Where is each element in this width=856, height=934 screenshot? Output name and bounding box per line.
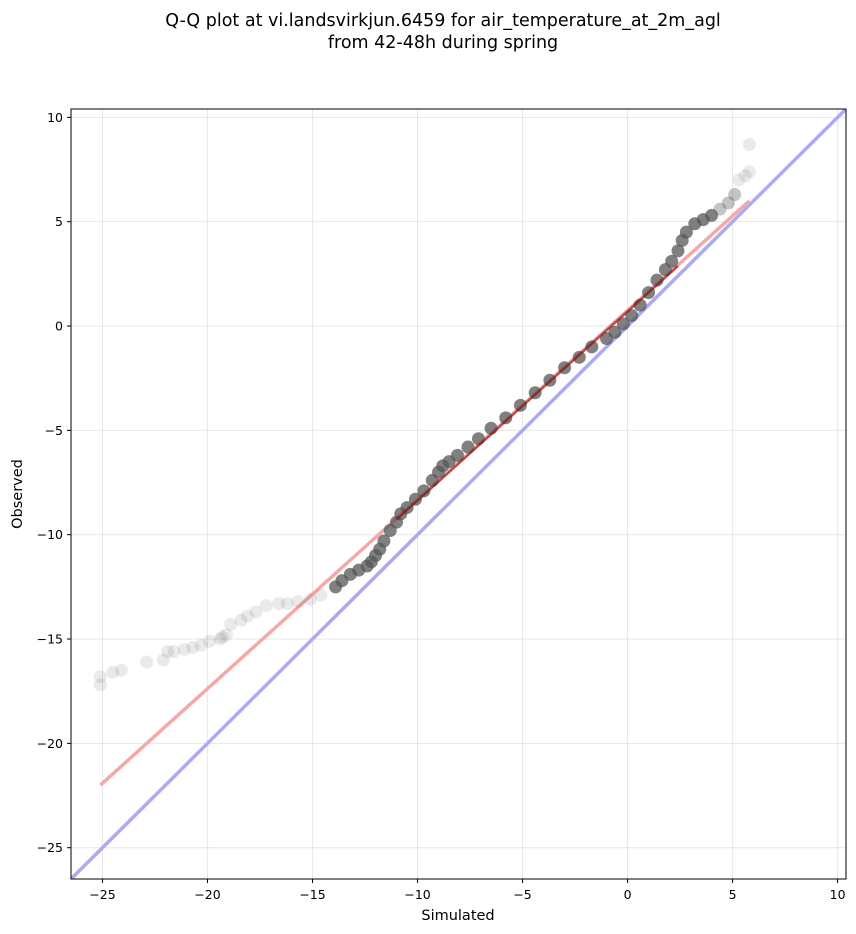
fit-line-dense-overlay xyxy=(395,265,679,521)
quantile-point xyxy=(377,534,391,548)
quantile-point xyxy=(240,609,254,623)
quantile-point xyxy=(471,432,485,446)
y-tick-label: −5 xyxy=(45,423,63,438)
axis-ticks: −25 −20 −15 −10 −5 0 5 10 −25 −20 −15 −10 −5 0 5 10 xyxy=(37,110,846,902)
quantile-point xyxy=(450,448,464,462)
quantile-point xyxy=(224,617,238,631)
chart-title: Q-Q plot at vi.landsvirkjun.6459 for air… xyxy=(0,10,856,54)
quantile-point xyxy=(616,317,630,331)
quantile-point xyxy=(156,653,170,667)
quantile-point xyxy=(140,655,154,669)
x-tick-label: −5 xyxy=(513,887,531,902)
quantile-point xyxy=(461,440,475,454)
quantile-point xyxy=(705,208,719,222)
y-tick-label: −10 xyxy=(37,527,63,542)
identity-line xyxy=(71,109,846,879)
quantile-point xyxy=(721,196,735,210)
chart-title-line-2: from 42-48h during spring xyxy=(327,33,559,53)
quantile-point xyxy=(93,670,107,684)
quantile-point xyxy=(679,225,693,239)
x-axis-label: Simulated xyxy=(421,908,494,924)
quantile-point xyxy=(234,613,248,627)
data-layer xyxy=(71,109,846,879)
quantile-point xyxy=(738,169,752,183)
y-tick-label: −20 xyxy=(37,736,63,751)
quantile-point xyxy=(259,599,273,613)
quantile-point xyxy=(408,492,422,506)
x-tick-label: −20 xyxy=(194,887,220,902)
y-tick-label: 10 xyxy=(47,110,63,125)
chart-title-line-1: Q-Q plot at vi.landsvirkjun.6459 for air… xyxy=(165,11,721,31)
quantile-point xyxy=(665,254,679,268)
quantile-point xyxy=(572,350,586,364)
quantile-point xyxy=(219,628,233,642)
quantile-point xyxy=(291,594,305,608)
quantile-point xyxy=(625,309,639,323)
x-tick-label: −15 xyxy=(299,887,325,902)
quantile-point xyxy=(742,137,756,151)
y-tick-label: −25 xyxy=(37,840,63,855)
x-tick-label: 5 xyxy=(729,887,737,902)
quantile-point xyxy=(213,632,227,646)
quantile-point xyxy=(106,665,120,679)
quantile-point xyxy=(513,398,527,412)
quantile-point xyxy=(93,678,107,692)
x-tick-label: −10 xyxy=(404,887,430,902)
y-tick-label: −15 xyxy=(37,632,63,647)
quantile-point xyxy=(203,634,217,648)
quantile-point xyxy=(161,645,175,659)
quantile-point xyxy=(186,640,200,654)
quantile-point xyxy=(417,484,431,498)
quantile-point xyxy=(742,165,756,179)
x-tick-label: 10 xyxy=(830,887,846,902)
quantile-point xyxy=(177,642,191,656)
quantile-point xyxy=(400,501,414,515)
quantile-point xyxy=(194,638,208,652)
plot-area-frame xyxy=(70,108,847,880)
quantile-point xyxy=(167,645,181,659)
quantile-point xyxy=(499,411,513,425)
grid-lines xyxy=(71,109,846,879)
quantile-point xyxy=(732,173,746,187)
y-tick-label: 5 xyxy=(55,214,63,229)
quantile-point xyxy=(671,244,685,258)
quantile-point xyxy=(608,325,622,339)
quantile-point xyxy=(114,663,128,677)
x-tick-label: 0 xyxy=(624,887,632,902)
quantile-point xyxy=(215,630,229,644)
quantile-point xyxy=(272,597,286,611)
quantile-point xyxy=(314,588,328,602)
quantile-point xyxy=(585,340,599,354)
x-tick-label: −25 xyxy=(89,887,115,902)
quantile-point xyxy=(280,597,294,611)
y-axis-label: Observed xyxy=(10,459,26,529)
quantile-point xyxy=(713,202,727,216)
quantile-point xyxy=(728,188,742,202)
y-tick-label: 0 xyxy=(55,319,63,334)
quantile-point xyxy=(303,592,317,606)
quantile-point xyxy=(249,605,263,619)
